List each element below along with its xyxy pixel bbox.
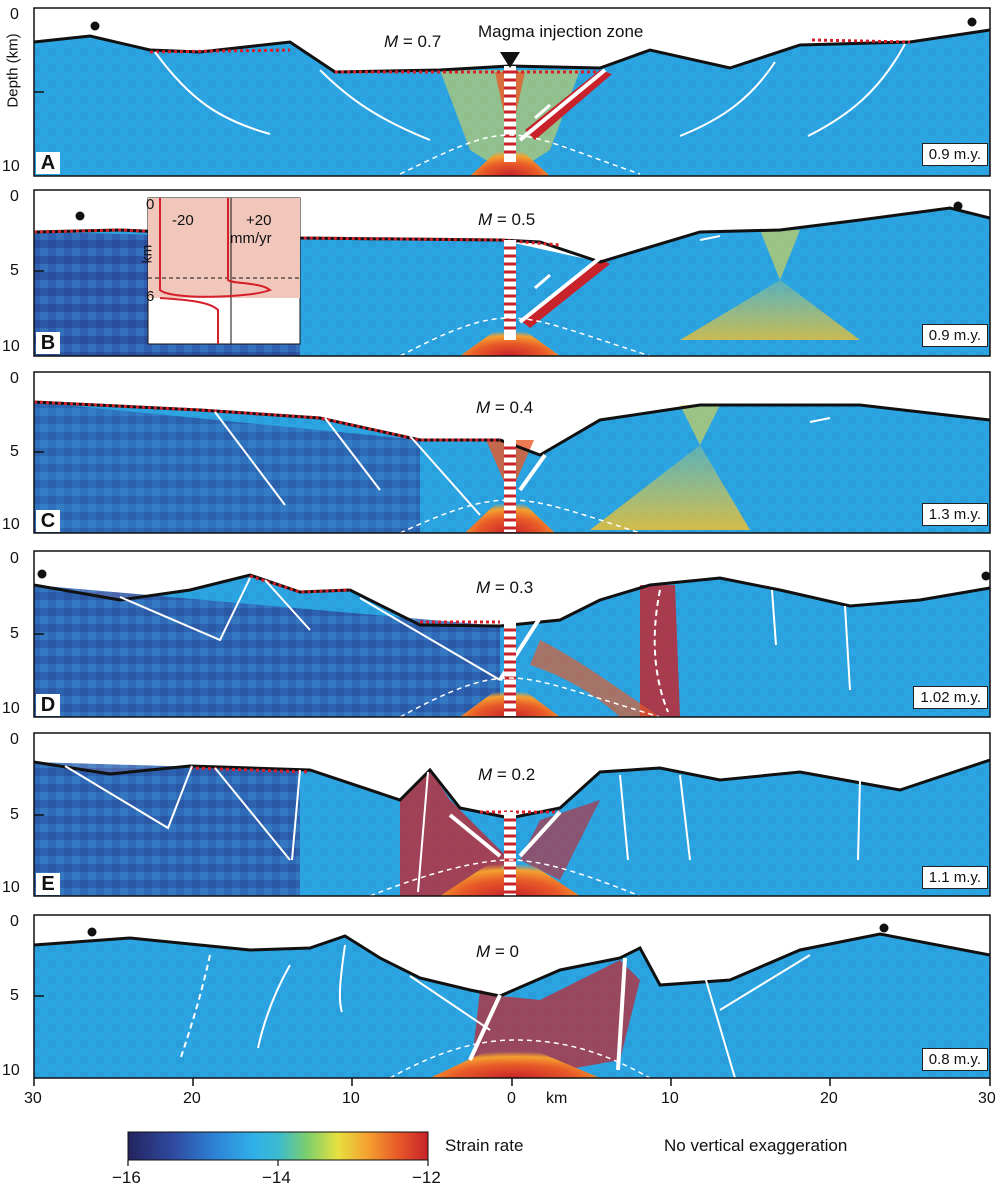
inset-axis-label: km bbox=[138, 244, 155, 264]
y-tick-marks bbox=[34, 91, 44, 997]
panel-a-sediments bbox=[149, 38, 911, 74]
x-tick-20-right: 20 bbox=[820, 1090, 838, 1107]
panel-c-m-label: M = 0.4 bbox=[476, 398, 534, 417]
colorbar-tick-min: −16 bbox=[112, 1168, 141, 1187]
panel-e-depth-0: 0 bbox=[10, 731, 19, 748]
colorbar-label: Strain rate bbox=[445, 1136, 524, 1155]
panel-d-m-label: M = 0.3 bbox=[476, 578, 534, 597]
panel-a-depth-10: 10 bbox=[2, 158, 20, 175]
no-vertical-exaggeration-note: No vertical exaggeration bbox=[664, 1136, 848, 1155]
panel-b-age: 0.9 m.y. bbox=[921, 324, 988, 347]
panel-a-age: 0.9 m.y. bbox=[921, 143, 988, 166]
inset-tick-6: 6 bbox=[146, 288, 155, 305]
panel-b bbox=[33, 189, 991, 357]
panel-c-depth-0: 0 bbox=[10, 370, 19, 387]
panel-a-letter: A bbox=[36, 152, 60, 174]
panel-d-age: 1.02 m.y. bbox=[913, 686, 988, 709]
velocity-inset bbox=[147, 197, 301, 345]
panel-f-depth-0: 0 bbox=[10, 913, 19, 930]
panel-b-depth-10: 10 bbox=[2, 338, 20, 355]
panel-e-depth-10: 10 bbox=[2, 879, 20, 896]
panel-a bbox=[33, 7, 991, 177]
x-tick-10-right: 10 bbox=[661, 1090, 679, 1107]
x-tick-10-left: 10 bbox=[342, 1090, 360, 1107]
panel-a-faults bbox=[154, 43, 906, 142]
panel-e-letter: E bbox=[36, 873, 60, 895]
panel-c-depth-5: 5 bbox=[10, 443, 19, 460]
y-axis-label: Depth (km) bbox=[4, 33, 22, 108]
inset-left-tick: -20 bbox=[172, 212, 194, 229]
panel-a-marker-right bbox=[967, 17, 977, 27]
panel-f-depth-5: 5 bbox=[10, 987, 19, 1004]
panel-d bbox=[33, 550, 991, 718]
panel-c-letter: C bbox=[36, 510, 60, 532]
colorbar-tick-max: −12 bbox=[412, 1168, 441, 1187]
x-tick-0: 0 bbox=[507, 1090, 516, 1107]
panel-d-depth-5: 5 bbox=[10, 625, 19, 642]
x-tick-30-right: 30 bbox=[978, 1090, 996, 1107]
panel-e-age: 1.1 m.y. bbox=[921, 866, 988, 889]
panel-d-letter: D bbox=[36, 694, 60, 716]
panel-f bbox=[33, 914, 991, 1079]
panel-e bbox=[33, 732, 991, 897]
panel-f-age: 0.8 m.y. bbox=[921, 1048, 988, 1071]
annotation-magma-injection: Magma injection zone bbox=[478, 22, 644, 41]
inset-right-tick: +20 bbox=[246, 212, 272, 229]
panel-b-depth-5: 5 bbox=[10, 262, 19, 279]
colorbar-tick-mid: −14 bbox=[262, 1168, 291, 1187]
panel-f-m-label: M = 0 bbox=[476, 942, 520, 961]
panel-b-m-label: M = 0.5 bbox=[478, 210, 536, 229]
panel-d-depth-10: 10 bbox=[2, 700, 20, 717]
inset-tick-0: 0 bbox=[146, 196, 155, 213]
panel-e-depth-5: 5 bbox=[10, 806, 19, 823]
panel-b-depth-0: 0 bbox=[10, 188, 19, 205]
x-axis-unit: km bbox=[546, 1090, 568, 1107]
colorbar-ticks bbox=[127, 1160, 429, 1166]
magma-injection-arrow bbox=[500, 52, 520, 68]
panel-a-marker-left bbox=[90, 21, 100, 31]
x-tick-20-left: 20 bbox=[183, 1090, 201, 1107]
inset-unit: mm/yr bbox=[230, 230, 272, 247]
panel-f-depth-10: 10 bbox=[2, 1062, 20, 1079]
panel-e-m-label: M = 0.2 bbox=[478, 765, 536, 784]
panel-b-letter: B bbox=[36, 332, 60, 354]
panel-a-depth-0: 0 bbox=[10, 6, 19, 23]
panel-c-age: 1.3 m.y. bbox=[921, 503, 988, 526]
panel-a-m-label: M = 0.7 bbox=[384, 32, 442, 51]
x-tick-marks bbox=[33, 1078, 991, 1086]
panel-d-depth-0: 0 bbox=[10, 550, 19, 567]
panel-c bbox=[33, 371, 991, 534]
panel-c-depth-10: 10 bbox=[2, 516, 20, 533]
x-tick-30-left: 30 bbox=[24, 1090, 42, 1107]
panel-a-surface bbox=[34, 28, 990, 74]
colorbar bbox=[127, 1131, 429, 1161]
